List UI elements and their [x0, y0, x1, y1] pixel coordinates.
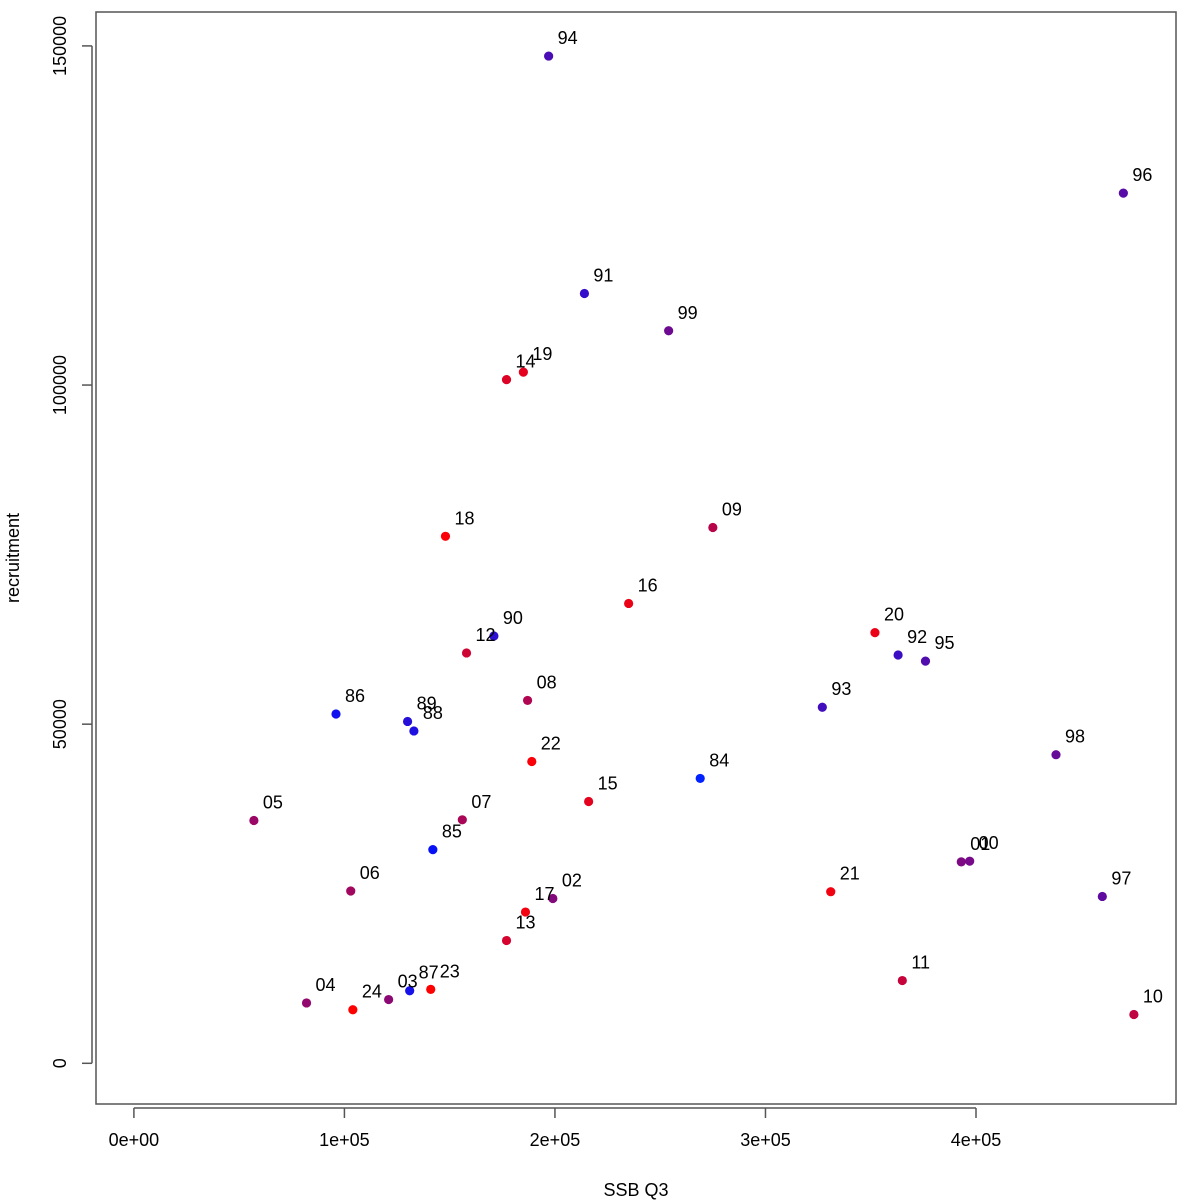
data-point: [1097, 891, 1107, 902]
data-point-label: 95: [934, 633, 954, 653]
data-point-label: 03: [398, 972, 418, 992]
data-point-label: 20: [884, 605, 904, 625]
x-tick-label: 3e+05: [740, 1130, 791, 1150]
data-point-label: 21: [840, 864, 860, 884]
data-point-label: 90: [503, 608, 523, 628]
data-point: [501, 935, 512, 946]
data-point-label: 16: [638, 575, 658, 595]
data-point: [956, 857, 966, 867]
data-points: [249, 51, 1139, 1020]
data-point-label: 11: [911, 953, 930, 973]
data-point: [461, 648, 472, 658]
data-point-label: 19: [532, 344, 552, 364]
y-tick-label: 0: [50, 1058, 70, 1068]
data-point-label: 05: [263, 792, 283, 812]
data-point: [527, 756, 537, 767]
data-point-label: 02: [562, 870, 582, 890]
data-point-label: 14: [516, 352, 536, 372]
data-point-label: 23: [440, 961, 460, 981]
data-point-label: 00: [979, 833, 999, 853]
data-point: [817, 702, 827, 712]
data-point: [584, 796, 594, 807]
data-point-label: 10: [1143, 986, 1163, 1006]
data-point-label: 17: [534, 884, 554, 904]
data-point-label: 85: [442, 822, 462, 842]
data-point-label: 91: [593, 265, 613, 285]
data-point: [428, 845, 438, 855]
data-point: [579, 288, 590, 299]
data-point: [348, 1005, 358, 1015]
data-point-label: 97: [1111, 868, 1131, 888]
data-point: [624, 598, 634, 609]
data-point: [522, 695, 533, 706]
data-point-label: 92: [907, 627, 927, 647]
data-point-label: 13: [516, 913, 536, 933]
data-point-label: 87: [419, 963, 439, 983]
data-point: [409, 726, 419, 736]
data-point: [870, 628, 880, 638]
y-axis: 0 50000 100000 150000: [50, 16, 93, 1068]
data-point: [440, 531, 451, 541]
data-point: [897, 975, 907, 986]
data-point-label: 94: [558, 28, 578, 48]
x-tick-label: 4e+05: [951, 1130, 1002, 1150]
data-point-label: 22: [541, 733, 561, 753]
data-point: [664, 326, 674, 336]
data-point: [405, 986, 415, 996]
data-point: [893, 650, 903, 660]
x-axis: 0e+00 1e+05 2e+05 3e+05 4e+05: [109, 1107, 1002, 1150]
data-point-label: 12: [476, 625, 496, 645]
data-point: [1129, 1009, 1139, 1020]
data-point-label: 01: [970, 834, 990, 854]
data-point-label: 06: [360, 863, 380, 883]
data-point-label: 04: [316, 975, 336, 995]
data-point: [384, 994, 394, 1005]
x-axis-title: SSB Q3: [603, 1180, 668, 1200]
x-tick-label: 1e+05: [319, 1130, 370, 1150]
y-tick-label: 50000: [50, 699, 70, 749]
data-point-label: 93: [831, 679, 851, 699]
data-point: [965, 856, 975, 866]
data-point: [301, 998, 312, 1008]
data-point: [1118, 188, 1128, 198]
data-point: [501, 375, 512, 385]
data-point-label: 89: [417, 693, 437, 713]
data-point-label: 84: [709, 750, 729, 770]
data-point-label: 88: [423, 703, 443, 723]
data-point: [1051, 750, 1061, 760]
data-point: [520, 907, 531, 917]
data-point: [346, 886, 356, 896]
x-tick-label: 0e+00: [109, 1130, 160, 1150]
data-point-label: 08: [537, 672, 557, 692]
plot-frame: [95, 11, 1177, 1105]
data-point: [331, 709, 341, 719]
y-axis-title: recruitment: [3, 513, 23, 603]
data-point: [489, 631, 499, 641]
data-point: [249, 815, 259, 826]
y-tick-label: 100000: [50, 355, 70, 415]
data-point: [548, 893, 558, 904]
data-point: [402, 716, 413, 727]
data-point: [518, 367, 528, 377]
data-point: [457, 815, 467, 825]
data-point: [708, 522, 718, 533]
data-point: [826, 887, 836, 897]
data-point: [426, 984, 436, 994]
data-point-label: 99: [678, 303, 698, 323]
data-point-label: 15: [598, 773, 618, 793]
data-point-label: 98: [1065, 727, 1085, 747]
data-point-label: 09: [722, 499, 742, 519]
y-tick-label: 150000: [50, 16, 70, 76]
data-point-label: 07: [471, 792, 491, 812]
data-point-label: 86: [345, 686, 365, 706]
data-point-label: 18: [454, 508, 474, 528]
data-point: [695, 773, 705, 784]
x-tick-label: 2e+05: [530, 1130, 581, 1150]
data-point: [920, 656, 931, 666]
data-point-label: 24: [362, 982, 382, 1002]
data-point: [544, 51, 554, 61]
data-point-label: 96: [1132, 165, 1152, 185]
